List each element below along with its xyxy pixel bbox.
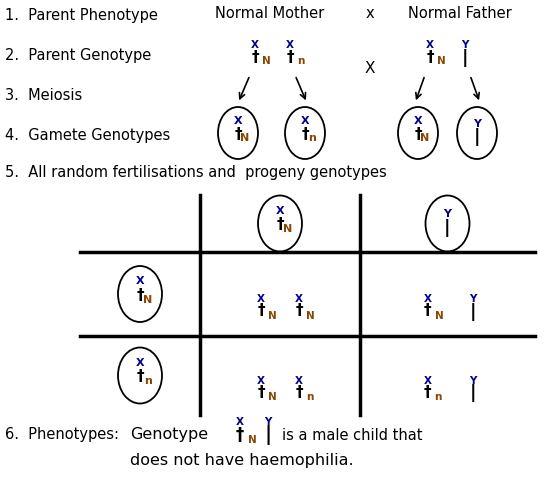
Text: †: †: [276, 217, 284, 232]
Text: N: N: [283, 224, 292, 234]
Text: X: X: [136, 358, 145, 368]
Text: n: n: [308, 133, 316, 143]
Text: Genotype: Genotype: [130, 427, 208, 443]
Text: Y: Y: [264, 417, 272, 427]
Text: X: X: [295, 376, 303, 386]
Text: |: |: [461, 49, 468, 67]
Text: |: |: [265, 425, 271, 445]
Text: X: X: [301, 116, 309, 126]
Text: N: N: [262, 56, 271, 66]
Text: 5.  All random fertilisations and  progeny genotypes: 5. All random fertilisations and progeny…: [5, 164, 387, 180]
Text: †: †: [424, 304, 431, 319]
Text: n: n: [306, 392, 314, 402]
Text: N: N: [268, 392, 277, 402]
Text: |: |: [474, 128, 480, 146]
Text: 3.  Meiosis: 3. Meiosis: [5, 88, 82, 103]
Text: X: X: [365, 60, 375, 76]
Text: X: X: [276, 206, 284, 216]
Text: Y: Y: [461, 40, 469, 50]
Text: X: X: [251, 40, 259, 50]
Text: †: †: [414, 127, 422, 142]
Text: N: N: [268, 311, 277, 321]
Text: n: n: [434, 392, 442, 402]
Text: †: †: [136, 369, 144, 385]
Text: Y: Y: [473, 119, 481, 129]
Text: N: N: [306, 311, 315, 321]
Text: X: X: [426, 40, 434, 50]
Text: N: N: [240, 133, 250, 143]
Text: Normal Mother: Normal Mother: [215, 5, 325, 21]
Text: †: †: [286, 49, 294, 65]
Text: Y: Y: [444, 209, 451, 219]
Text: N: N: [420, 133, 430, 143]
Text: †: †: [257, 385, 265, 400]
Text: X: X: [286, 40, 294, 50]
Text: 6.  Phenotypes:: 6. Phenotypes:: [5, 427, 119, 443]
Text: 1.  Parent Phenotype: 1. Parent Phenotype: [5, 8, 158, 23]
Text: †: †: [426, 49, 434, 65]
Text: N: N: [434, 311, 443, 321]
Text: Normal Father: Normal Father: [408, 5, 512, 21]
Text: †: †: [236, 426, 244, 444]
Text: N: N: [143, 295, 152, 305]
Text: †: †: [234, 127, 242, 142]
Text: X: X: [424, 294, 431, 304]
Text: N: N: [437, 56, 446, 66]
Text: X: X: [257, 376, 265, 386]
Text: |: |: [469, 385, 476, 402]
Text: †: †: [257, 304, 265, 319]
Text: does not have haemophilia.: does not have haemophilia.: [130, 453, 354, 468]
Text: Y: Y: [469, 376, 476, 386]
Text: N: N: [248, 435, 257, 445]
Text: X: X: [257, 294, 265, 304]
Text: X: X: [136, 276, 145, 286]
Text: |: |: [444, 219, 451, 237]
Text: †: †: [424, 385, 431, 400]
Text: 4.  Gamete Genotypes: 4. Gamete Genotypes: [5, 127, 170, 142]
Text: n: n: [297, 56, 304, 66]
Text: is a male child that: is a male child that: [282, 427, 423, 443]
Text: X: X: [414, 116, 423, 126]
Text: †: †: [295, 385, 303, 400]
Text: †: †: [136, 288, 144, 303]
Text: †: †: [251, 49, 259, 65]
Text: x: x: [366, 5, 374, 21]
Text: 2.  Parent Genotype: 2. Parent Genotype: [5, 47, 151, 62]
Text: |: |: [469, 303, 476, 321]
Text: Y: Y: [469, 294, 476, 304]
Text: X: X: [295, 294, 303, 304]
Text: †: †: [301, 127, 309, 142]
Text: X: X: [236, 417, 244, 427]
Text: †: †: [295, 304, 303, 319]
Text: X: X: [424, 376, 431, 386]
Text: n: n: [144, 376, 152, 386]
Text: X: X: [234, 116, 242, 126]
